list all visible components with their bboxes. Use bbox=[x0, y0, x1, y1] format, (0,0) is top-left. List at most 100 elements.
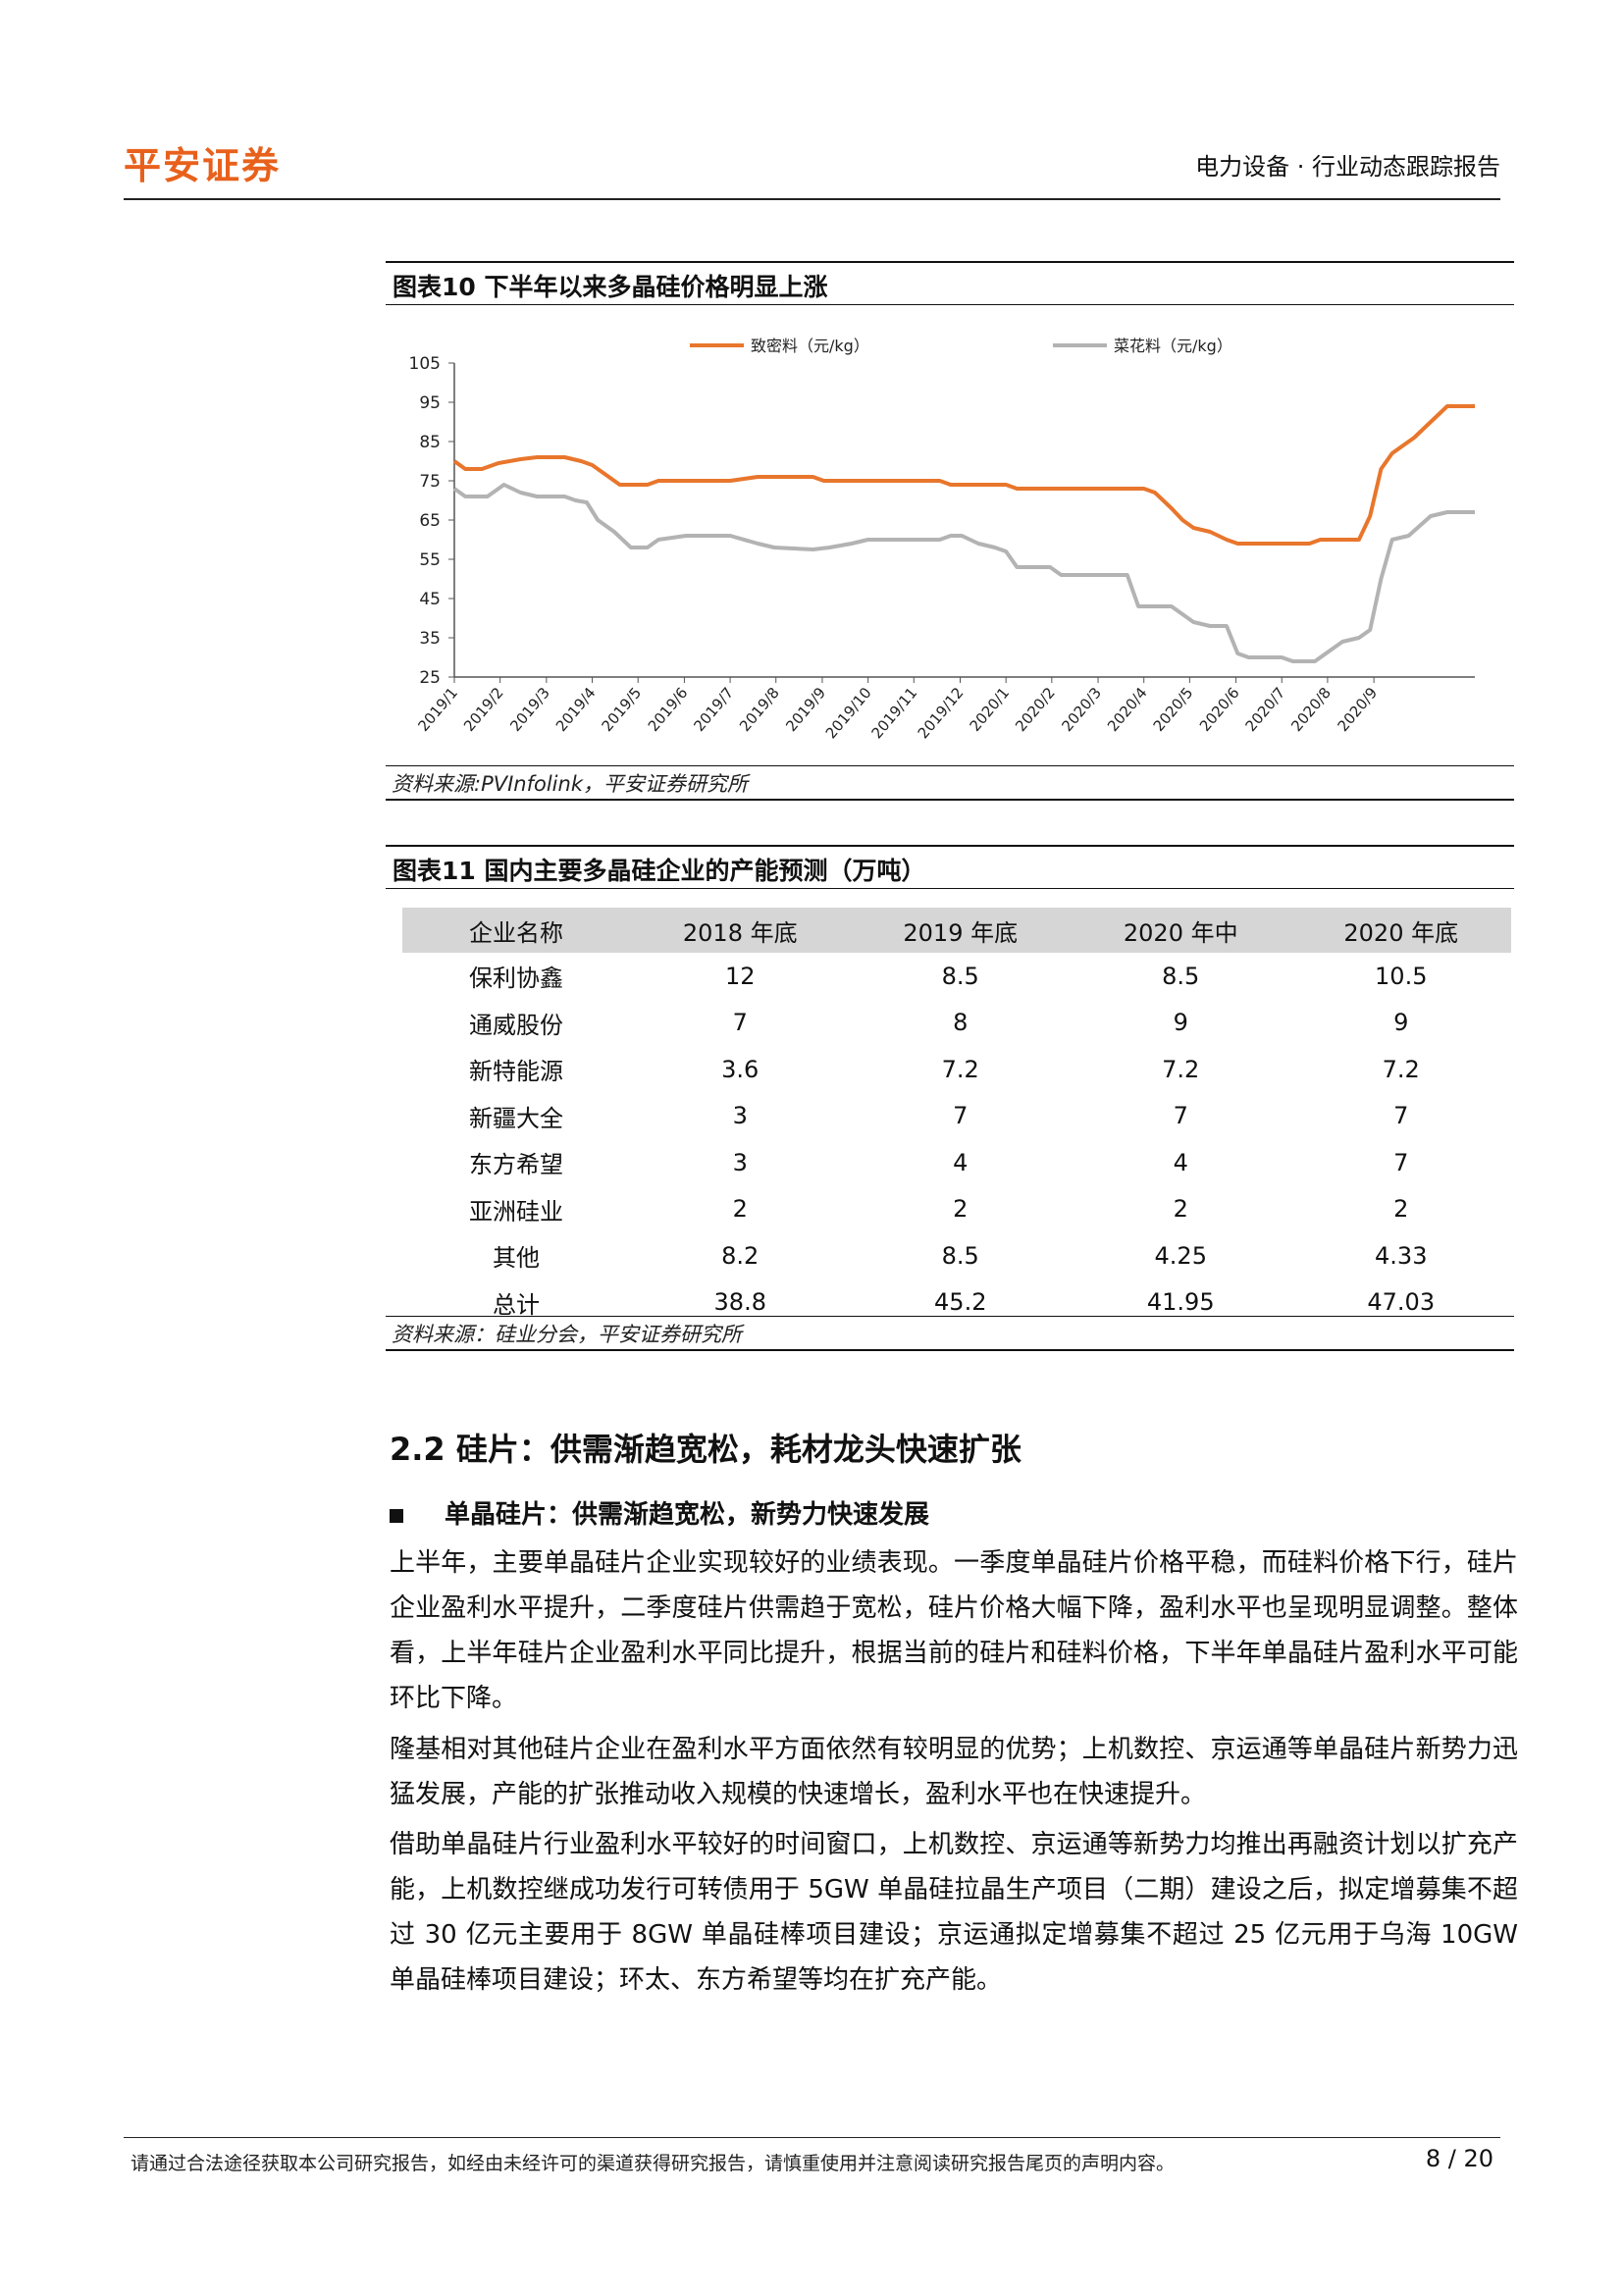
table-cell: 总计 bbox=[493, 1290, 540, 1319]
footer-divider bbox=[124, 2137, 1500, 2138]
table-cell: 8.5 bbox=[941, 962, 979, 990]
table-header-row: 企业名称 2018 年底 2019 年底 2020 年中 2020 年底 bbox=[402, 908, 1511, 953]
y-tick-label: 65 bbox=[419, 511, 441, 531]
table-row: 东方希望 3 4 4 7 bbox=[402, 1139, 1511, 1186]
chart-series bbox=[452, 404, 1475, 663]
x-tick-label: 2020/3 bbox=[1058, 684, 1105, 735]
polysilicon-price-chart: 致密料（元/kg） 菜花料（元/kg） 105 95 85 75 65 55 45 35 25 2… bbox=[409, 337, 1475, 742]
table-cell: 7 bbox=[1393, 1102, 1409, 1130]
table-cell: 3.6 bbox=[721, 1055, 760, 1083]
table-cell: 7.2 bbox=[1382, 1055, 1420, 1083]
table-cell: 新疆大全 bbox=[469, 1104, 563, 1132]
table-cell: 2 bbox=[1393, 1195, 1409, 1224]
table-header-cell: 2020 年底 bbox=[1290, 908, 1511, 953]
x-tick-label: 2019/12 bbox=[915, 684, 968, 742]
capacity-table: 企业名称 2018 年底 2019 年底 2020 年中 2020 年底 保利协… bbox=[402, 908, 1511, 1326]
table-cell: 保利协鑫 bbox=[469, 965, 563, 993]
table-cell: 12 bbox=[724, 962, 756, 990]
paragraph: 借助单晶硅片行业盈利水平较好的时间窗口，上机数控、京运通等新势力均推出再融资计划… bbox=[390, 1830, 1518, 1995]
x-tick-label: 2020/4 bbox=[1104, 684, 1151, 735]
x-tick-label: 2019/6 bbox=[645, 684, 692, 735]
y-tick-label: 35 bbox=[419, 629, 441, 649]
figure11-title: 图表11 国内主要多晶硅企业的产能预测（万吨） bbox=[393, 857, 926, 885]
table-cell: 8 bbox=[953, 1009, 969, 1037]
square-bullet-icon bbox=[390, 1508, 403, 1523]
table-row: 总计 38.8 45.2 41.95 47.03 bbox=[402, 1279, 1511, 1327]
bullet-heading-text: 单晶硅片：供需渐趋宽松，新势力快速发展 bbox=[445, 1500, 930, 1530]
paragraph: 上半年，主要单晶硅片企业实现较好的业绩表现。一季度单晶硅片价格平稳，而硅料价格下… bbox=[390, 1548, 1518, 1713]
table-cell: 亚洲硅业 bbox=[469, 1197, 563, 1226]
x-tick-label: 2019/10 bbox=[822, 684, 875, 742]
x-tick-label: 2019/2 bbox=[460, 684, 507, 735]
table-cell: 2 bbox=[732, 1195, 748, 1224]
y-tick-label: 25 bbox=[419, 668, 441, 688]
x-tick-label: 2020/2 bbox=[1012, 684, 1059, 735]
x-tick-label: 2020/6 bbox=[1196, 684, 1243, 735]
table-cell: 7 bbox=[1393, 1148, 1409, 1176]
x-tick-label: 2019/7 bbox=[690, 684, 737, 735]
x-tick-label: 2020/9 bbox=[1334, 684, 1381, 735]
table-cell: 新特能源 bbox=[469, 1058, 563, 1086]
company-logo: 平安证券 bbox=[124, 144, 282, 187]
chart-y-axis: 105 95 85 75 65 55 45 35 25 bbox=[409, 354, 455, 688]
x-tick-label: 2019/5 bbox=[599, 684, 646, 735]
y-tick-label: 75 bbox=[419, 472, 441, 492]
table-cell: 3 bbox=[732, 1102, 748, 1130]
table-cell: 2 bbox=[953, 1195, 969, 1224]
figure10-source: 资料来源:PVInfolink，平安证券研究所 bbox=[386, 765, 1514, 801]
table-cell: 8.2 bbox=[721, 1241, 760, 1270]
table-cell: 7 bbox=[1173, 1102, 1188, 1130]
paragraph: 隆基相对其他硅片企业在盈利水平方面依然有较明显的优势；上机数控、京运通等单晶硅片… bbox=[390, 1735, 1518, 1809]
table-cell: 通威股份 bbox=[469, 1011, 563, 1039]
table-cell: 2 bbox=[1173, 1195, 1188, 1224]
y-tick-label: 105 bbox=[409, 354, 441, 374]
table-cell: 38.8 bbox=[713, 1288, 766, 1317]
page-number: 8 / 20 bbox=[1425, 2145, 1493, 2172]
table-cell: 41.95 bbox=[1146, 1288, 1215, 1317]
table-cell: 10.5 bbox=[1375, 962, 1428, 990]
header-divider bbox=[124, 198, 1500, 200]
figure10-title: 图表10 下半年以来多晶硅价格明显上涨 bbox=[393, 273, 828, 301]
y-tick-label: 85 bbox=[419, 433, 441, 452]
table-cell: 8.5 bbox=[941, 1241, 979, 1270]
table-cell: 47.03 bbox=[1367, 1288, 1436, 1317]
figure11-source: 资料来源：硅业分会，平安证券研究所 bbox=[386, 1316, 1514, 1351]
table-row: 通威股份 7 8 9 9 bbox=[402, 1000, 1511, 1047]
table-cell: 9 bbox=[1173, 1009, 1188, 1037]
x-tick-label: 2019/11 bbox=[867, 684, 920, 742]
x-tick-label: 2019/9 bbox=[782, 684, 829, 735]
x-tick-label: 2020/1 bbox=[967, 684, 1014, 735]
x-tick-label: 2020/7 bbox=[1242, 684, 1289, 735]
report-type: 电力设备 · 行业动态跟踪报告 bbox=[1195, 153, 1500, 181]
table-cell: 7 bbox=[953, 1102, 969, 1130]
y-tick-label: 55 bbox=[419, 550, 441, 570]
table-cell: 其他 bbox=[493, 1244, 540, 1273]
table-cell: 7.2 bbox=[1162, 1055, 1200, 1083]
x-tick-label: 2020/8 bbox=[1287, 684, 1335, 735]
table-row: 亚洲硅业 2 2 2 2 bbox=[402, 1186, 1511, 1233]
table-cell: 8.5 bbox=[1162, 962, 1200, 990]
chart-legend: 致密料（元/kg） 菜花料（元/kg） bbox=[690, 337, 1232, 355]
table-header-cell: 2019 年底 bbox=[850, 908, 1071, 953]
table-row: 新疆大全 3 7 7 7 bbox=[402, 1093, 1511, 1140]
table-header-cell: 企业名称 bbox=[402, 908, 630, 953]
x-tick-label: 2020/5 bbox=[1150, 684, 1197, 735]
x-tick-label: 2019/3 bbox=[506, 684, 553, 735]
table-row: 保利协鑫 12 8.5 8.5 10.5 bbox=[402, 953, 1511, 1000]
series-line bbox=[452, 483, 1475, 663]
legend-label: 致密料（元/kg） bbox=[751, 337, 869, 355]
table-cell: 3 bbox=[732, 1148, 748, 1176]
table-row: 其他 8.2 8.5 4.25 4.33 bbox=[402, 1232, 1511, 1279]
section-heading: 2.2 硅片：供需渐趋宽松，耗材龙头快速扩张 bbox=[390, 1431, 1022, 1468]
table-cell: 4 bbox=[953, 1148, 969, 1176]
table-cell: 4.33 bbox=[1375, 1241, 1428, 1270]
table-cell: 45.2 bbox=[934, 1288, 987, 1317]
y-tick-label: 95 bbox=[419, 393, 441, 413]
table-header-cell: 2018 年底 bbox=[630, 908, 851, 953]
figure11-title-bar bbox=[386, 845, 1514, 889]
table-cell: 4 bbox=[1173, 1148, 1188, 1176]
series-line bbox=[452, 404, 1475, 546]
y-tick-label: 45 bbox=[419, 590, 441, 609]
x-tick-label: 2019/1 bbox=[414, 684, 461, 735]
table-cell: 4.25 bbox=[1154, 1241, 1207, 1270]
